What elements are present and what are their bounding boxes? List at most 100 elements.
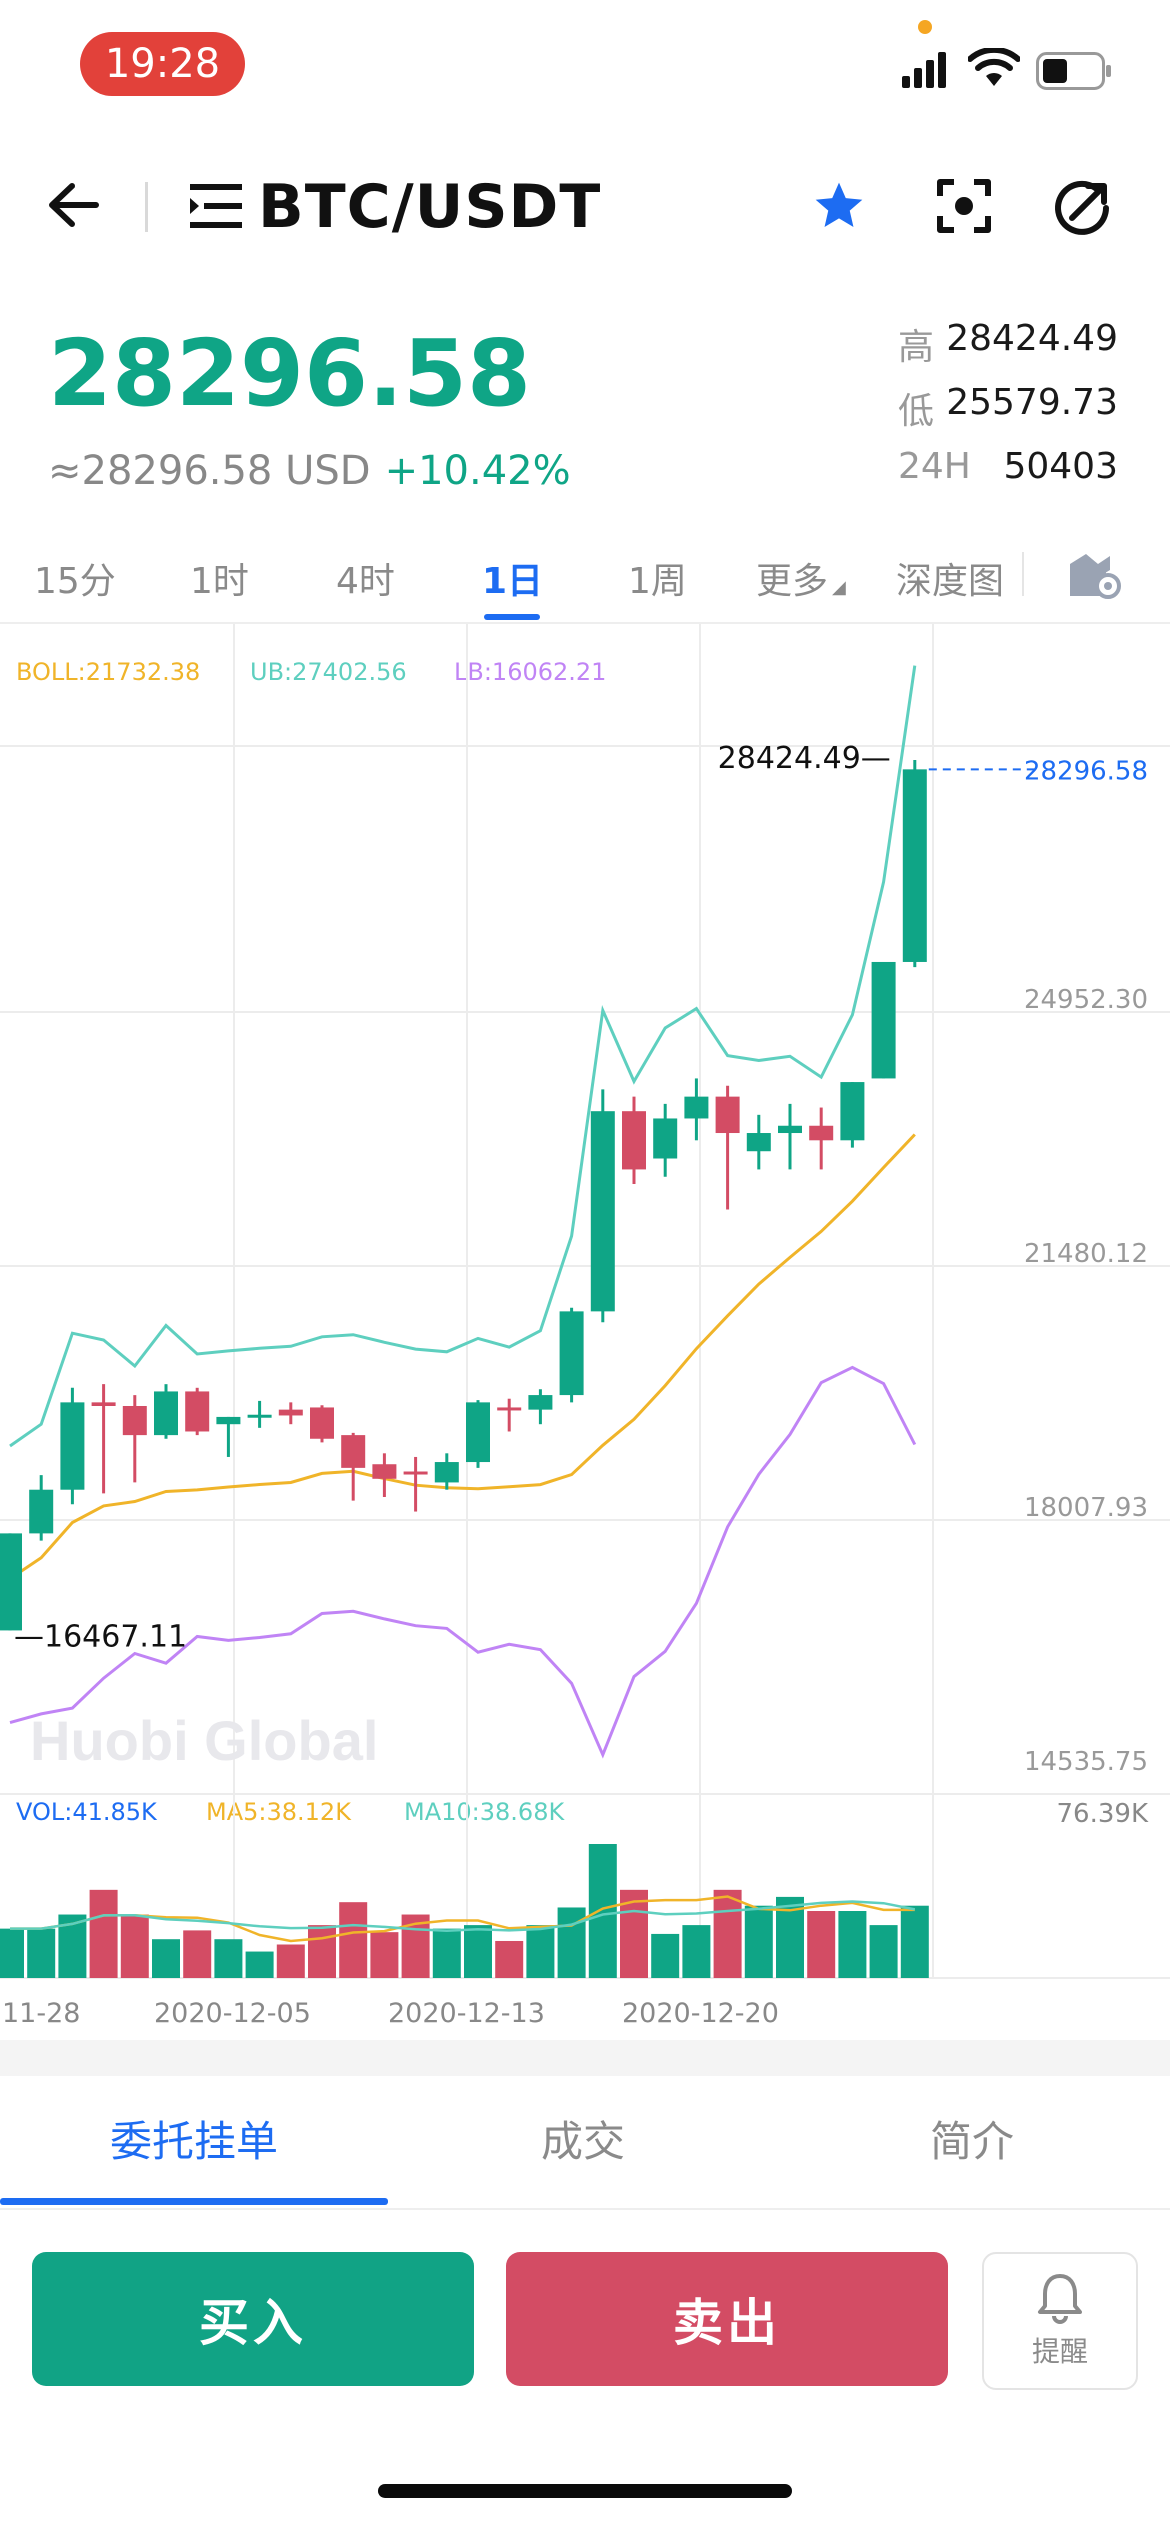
volume-bar bbox=[183, 1930, 212, 1978]
boll-lower-band bbox=[9, 1365, 917, 1759]
tab-1day[interactable]: 1日 bbox=[482, 561, 544, 602]
x-axis-label: 2020-12-05 bbox=[154, 1998, 311, 2029]
x-axis-label: 2020-12-13 bbox=[388, 1998, 545, 2029]
buy-button[interactable]: 买入 bbox=[32, 2252, 474, 2386]
tab-more-label: 更多 bbox=[756, 561, 829, 602]
candle-body bbox=[372, 1464, 397, 1479]
pair-title[interactable]: BTC/USDT bbox=[258, 172, 602, 242]
chart-settings-icon[interactable] bbox=[1066, 548, 1122, 600]
boll-upper-band bbox=[9, 665, 917, 1448]
volume-bar bbox=[120, 1914, 149, 1978]
volume-bar bbox=[744, 1905, 773, 1978]
candle-body bbox=[528, 1395, 553, 1410]
trade-refresh-icon[interactable] bbox=[1054, 178, 1112, 236]
candle-body bbox=[434, 1462, 459, 1483]
last-price: 28296.58 bbox=[48, 320, 532, 427]
candle-body bbox=[497, 1407, 522, 1411]
candle-body bbox=[185, 1391, 210, 1432]
status-time: 19:28 bbox=[80, 32, 245, 96]
bell-icon bbox=[1038, 2274, 1082, 2324]
candle-body bbox=[559, 1311, 584, 1396]
tab-15min[interactable]: 15分 bbox=[34, 561, 116, 602]
bottom-tab-underline bbox=[0, 2198, 388, 2205]
candle-body bbox=[247, 1414, 272, 1418]
max-price-label: 28424.49— bbox=[718, 741, 891, 776]
volume-bar bbox=[900, 1905, 929, 1978]
tab-more[interactable]: 更多 ◢ bbox=[756, 552, 846, 604]
volume-bar bbox=[339, 1902, 368, 1978]
tabs-divider bbox=[0, 622, 1170, 624]
volume-bar bbox=[27, 1928, 56, 1978]
candle-body bbox=[778, 1125, 802, 1134]
volume-bar bbox=[869, 1925, 898, 1978]
active-tab-underline bbox=[484, 614, 540, 620]
y-axis-label: 21480.12 bbox=[1024, 1239, 1148, 1269]
candle-body bbox=[871, 961, 896, 1079]
candle-body bbox=[122, 1405, 147, 1436]
volume-bar bbox=[526, 1925, 555, 1978]
y-axis-label: 14535.75 bbox=[1024, 1747, 1148, 1777]
candle-body bbox=[684, 1096, 709, 1119]
volume-bar bbox=[245, 1951, 274, 1978]
volume-bar bbox=[557, 1907, 586, 1978]
tab-open-orders[interactable]: 委托挂单 bbox=[110, 2117, 279, 2166]
tab-trades[interactable]: 成交 bbox=[541, 2117, 626, 2166]
volume-bar bbox=[682, 1925, 711, 1978]
boll-middle-band bbox=[9, 1133, 916, 1580]
volume-bar bbox=[464, 1925, 492, 1978]
candle-body bbox=[746, 1133, 771, 1152]
tab-4hour[interactable]: 4时 bbox=[336, 561, 395, 602]
vol-indicator: VOL:41.85K bbox=[16, 1798, 157, 1826]
tab-intro[interactable]: 简介 bbox=[930, 2117, 1015, 2166]
candle-body bbox=[91, 1402, 116, 1406]
ma5-indicator: MA5:38.12K bbox=[206, 1798, 351, 1826]
candle-body bbox=[902, 769, 927, 962]
back-arrow-icon[interactable] bbox=[44, 176, 102, 234]
price-alert-label: 提醒 bbox=[1031, 2335, 1088, 2368]
volume-bar bbox=[370, 1932, 399, 1978]
candlestick-chart[interactable]: Huobi Global 24952.30 21480.12 18007.93 145… bbox=[0, 624, 1170, 2040]
high-label: 高 bbox=[898, 327, 935, 368]
tab-1week[interactable]: 1周 bbox=[628, 561, 687, 602]
ma10-indicator: MA10:38.68K bbox=[404, 1798, 565, 1826]
volume-max-label: 76.39K bbox=[1057, 1799, 1149, 1829]
tab-separator bbox=[1022, 552, 1024, 596]
wifi-icon bbox=[968, 48, 1020, 86]
volume-bar bbox=[495, 1940, 524, 1978]
favorite-star-icon[interactable] bbox=[810, 178, 868, 234]
volume-bar bbox=[838, 1911, 867, 1978]
sell-button[interactable]: 卖出 bbox=[506, 2252, 948, 2386]
volume-bar bbox=[807, 1911, 836, 1978]
volume-bar bbox=[713, 1889, 742, 1978]
high-value: 28424.49 bbox=[946, 318, 1118, 359]
candle-body bbox=[715, 1096, 740, 1134]
min-price-label: —16467.11 bbox=[14, 1619, 187, 1654]
tab-1hour[interactable]: 1时 bbox=[190, 561, 249, 602]
low-label: 低 bbox=[898, 391, 935, 432]
candle-body bbox=[809, 1125, 834, 1141]
section-spacer bbox=[0, 2040, 1170, 2076]
volume-bar bbox=[89, 1889, 118, 1978]
screenshot-share-icon[interactable] bbox=[936, 178, 992, 234]
candle-body bbox=[840, 1082, 865, 1141]
cellular-signal-icon bbox=[902, 52, 946, 88]
x-axis-label: 2020-12-20 bbox=[622, 1998, 779, 2029]
volume-bar bbox=[276, 1944, 305, 1978]
candle-body bbox=[0, 1533, 22, 1631]
candle-body bbox=[278, 1409, 303, 1416]
ub-indicator: UB:27402.56 bbox=[250, 658, 407, 686]
home-indicator bbox=[378, 2484, 792, 2498]
y-axis-label: 18007.93 bbox=[1024, 1493, 1148, 1523]
candle-body bbox=[403, 1471, 428, 1475]
volume-bar bbox=[588, 1844, 617, 1978]
volume-24h-value: 50403 bbox=[1003, 446, 1118, 487]
pair-list-menu-icon[interactable] bbox=[190, 182, 242, 230]
usd-value-line: ≈28296.58 USD +10.42% bbox=[48, 448, 571, 494]
volume-24h-label: 24H bbox=[898, 446, 971, 487]
volume-bar bbox=[308, 1925, 336, 1978]
header-divider bbox=[145, 182, 148, 232]
x-axis-label: 11-28 bbox=[2, 1998, 80, 2029]
candle-body bbox=[341, 1435, 366, 1468]
tab-depth-chart[interactable]: 深度图 bbox=[896, 561, 1005, 602]
price-alert-button[interactable]: 提醒 bbox=[982, 2252, 1138, 2390]
